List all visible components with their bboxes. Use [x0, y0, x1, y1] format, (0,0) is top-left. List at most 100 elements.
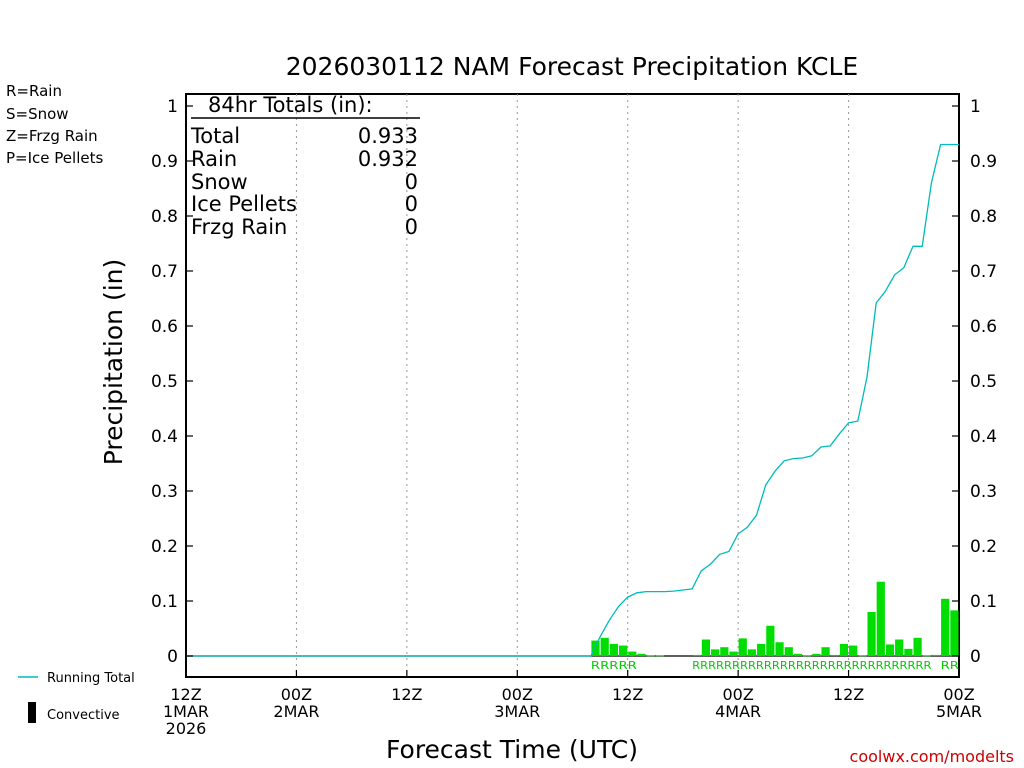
totals-label-rain: Rain	[191, 147, 237, 171]
y-tick-label-right: 0.8	[970, 207, 997, 227]
x-tick-label: 12Z	[391, 685, 422, 704]
precip-bar	[757, 643, 766, 656]
precip-bar	[628, 651, 637, 656]
x-tick-label: 1MAR	[163, 702, 209, 721]
x-axis-title: Forecast Time (UTC)	[386, 735, 638, 764]
y-tick-label-right: 0.6	[970, 317, 997, 337]
ptype-labels: RRRRR RRRRRRRRRRRRRRRRRRRRRRRRRRRRRR RR	[591, 659, 960, 672]
totals-label-ice-pellets: Ice Pellets	[191, 192, 297, 216]
running-total-line	[186, 143, 959, 657]
precip-bar	[766, 625, 775, 656]
precip-bar	[692, 654, 701, 656]
precip-bar	[922, 655, 931, 657]
x-tick-label: 5MAR	[936, 702, 982, 721]
y-tick-label: 0.2	[151, 537, 178, 557]
precip-bar	[867, 612, 876, 656]
y-tick-label: 0.8	[151, 207, 178, 227]
precip-bar	[931, 654, 941, 656]
precip-bar	[812, 653, 821, 656]
precip-bar	[747, 649, 757, 656]
precip-bar	[950, 610, 959, 656]
y-tick-label-right: 0.5	[970, 372, 997, 392]
x-tick-label: 2MAR	[273, 702, 319, 721]
totals-label-frzg-rain: Frzg Rain	[191, 215, 287, 239]
totals-heading: 84hr Totals (in):	[208, 93, 373, 117]
chart-title: 2026030112 NAM Forecast Precipitation KC…	[286, 52, 858, 81]
precip-bar	[729, 651, 738, 656]
precip-bar	[821, 647, 830, 656]
precip-bar	[738, 638, 747, 656]
precip-bar	[885, 644, 895, 656]
series-legend: Running Total Convective	[18, 671, 135, 723]
totals-label-snow: Snow	[191, 170, 248, 194]
x-tick-label: 00Z	[943, 685, 974, 704]
y-axis-right: 0 0.1 0.2 0.3 0.4 0.5 0.6 0.7 0.8 0.9 1	[952, 97, 997, 667]
totals-value-snow: 0	[405, 170, 418, 194]
y-axis-left: 0 0.1 0.2 0.3 0.4 0.5 0.6 0.7 0.8 0.9 1	[151, 97, 193, 667]
y-tick-label-right: 0.9	[970, 152, 997, 172]
y-tick-label: 0.1	[151, 592, 178, 612]
y-tick-label: 0.9	[151, 152, 178, 172]
precip-bar	[720, 647, 729, 656]
x-tick-label: 3MAR	[494, 702, 540, 721]
convective-legend-label: Convective	[47, 708, 120, 723]
plot-frame	[185, 93, 960, 678]
y-tick-label-right: 0.2	[970, 537, 997, 557]
precip-bar	[637, 653, 646, 656]
x-tick-label: 00Z	[722, 685, 753, 704]
precip-bar	[591, 640, 600, 656]
totals-box: 84hr Totals (in): Total 0.933 Rain 0.932…	[190, 93, 420, 239]
y-tick-label: 0.3	[151, 482, 178, 502]
plot-area: RRRRR RRRRRRRRRRRRRRRRRRRRRRRRRRRRRR RR 00…	[151, 93, 997, 738]
x-tick-label: 4MAR	[715, 702, 761, 721]
y-tick-label-right: 0	[970, 647, 981, 667]
x-tick-label: 00Z	[281, 685, 312, 704]
y-axis-title: Precipitation (in)	[99, 259, 128, 466]
grid-lines	[295, 94, 850, 677]
precip-bar	[775, 642, 784, 656]
y-tick-label-right: 1	[970, 97, 981, 117]
precip-bars	[591, 581, 959, 657]
y-tick-label-right: 0.1	[970, 592, 997, 612]
x-tick-label: 2026	[166, 719, 207, 738]
legend-ice-pellets: P=Ice Pellets	[6, 149, 103, 167]
totals-value-rain: 0.932	[358, 147, 418, 171]
y-tick-label: 0.5	[151, 372, 178, 392]
x-tick-label: 12Z	[170, 685, 201, 704]
precip-bar	[830, 654, 839, 656]
ptype-label: RRRRR	[591, 659, 637, 672]
y-tick-label-right: 0.4	[970, 427, 997, 447]
precip-bar	[849, 645, 858, 656]
precip-bar	[619, 645, 628, 656]
precip-bar	[655, 655, 665, 657]
precip-bar	[609, 643, 619, 656]
totals-value-frzg-rain: 0	[405, 215, 418, 239]
legend-rain: R=Rain	[6, 82, 62, 100]
precip-bar	[876, 581, 885, 656]
y-tick-label: 1	[167, 97, 178, 117]
precip-bar	[793, 653, 803, 656]
precip-bar	[904, 648, 913, 656]
precip-bar	[803, 655, 812, 657]
precip-bar	[646, 655, 655, 657]
y-tick-label: 0.7	[151, 262, 178, 282]
legend-frzg-rain: Z=Frzg Rain	[6, 127, 98, 145]
precip-bar	[600, 637, 609, 656]
convective-legend-swatch	[28, 702, 36, 723]
y-tick-label: 0.6	[151, 317, 178, 337]
x-tick-label: 12Z	[612, 685, 643, 704]
credit-text: coolwx.com/modelts	[850, 747, 1014, 766]
y-tick-label-right: 0.3	[970, 482, 997, 502]
legend-snow: S=Snow	[6, 105, 69, 123]
ptype-label: RRRRRRRRRRRRRRRRRRRRRRRRRRRRRR	[692, 659, 932, 672]
ptype-label: RR	[941, 659, 960, 672]
precip-bar	[941, 598, 950, 656]
precip-bar	[858, 655, 867, 657]
y-tick-label-right: 0.7	[970, 262, 997, 282]
y-tick-label: 0	[167, 647, 178, 667]
totals-value-total: 0.933	[358, 124, 418, 148]
precip-bar	[839, 643, 849, 656]
x-tick-label: 00Z	[502, 685, 533, 704]
precip-bar	[895, 639, 904, 656]
